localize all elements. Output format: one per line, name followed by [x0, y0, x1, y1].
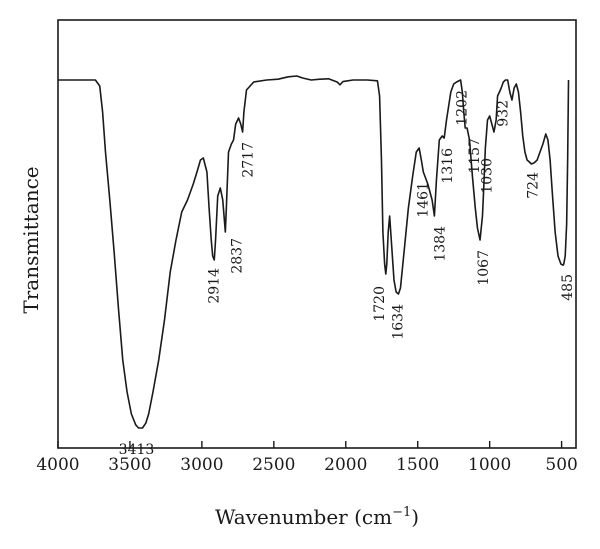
- peak-label: 2837: [229, 238, 245, 274]
- plot-frame: [57, 19, 577, 449]
- spectrum-line: [58, 75, 570, 429]
- y-axis-title: Transmittance: [19, 166, 43, 313]
- x-tick-label: 500: [545, 455, 577, 475]
- x-tick-label: 3500: [108, 455, 151, 475]
- peak-label: 1384: [432, 226, 448, 262]
- peak-label: 1030: [479, 158, 495, 194]
- x-tick-label: 2500: [252, 455, 295, 475]
- peak-label: 1461: [415, 182, 431, 218]
- x-tick-label: 3000: [180, 455, 223, 475]
- peak-label: 724: [525, 172, 541, 199]
- peak-label: 1157: [467, 138, 483, 174]
- x-axis-title: Wavenumber (cm−1): [215, 505, 419, 529]
- x-axis-title-main: Wavenumber (cm: [215, 505, 392, 529]
- x-tick-label: 2000: [324, 455, 367, 475]
- peak-label: 2914: [206, 268, 222, 304]
- peak-label: 485: [560, 274, 576, 301]
- peak-label: 1202: [455, 90, 471, 126]
- peak-label: 1720: [372, 286, 388, 322]
- peak-label: 932: [496, 100, 512, 127]
- x-tick-label: 1500: [396, 455, 439, 475]
- x-axis: 4000 3500 3000 2500 2000 1500 1000 500: [36, 441, 578, 475]
- peak-label: 1067: [476, 250, 492, 286]
- x-axis-title-suffix: ): [411, 505, 419, 529]
- peak-label: 1316: [440, 148, 456, 184]
- peak-label: 2717: [241, 142, 257, 178]
- x-axis-title-superscript: −1: [392, 505, 411, 520]
- x-tick-label: 4000: [36, 455, 79, 475]
- x-tick-label: 1000: [468, 455, 511, 475]
- peak-label: 1634: [390, 304, 406, 340]
- peak-label: 3413: [119, 442, 155, 458]
